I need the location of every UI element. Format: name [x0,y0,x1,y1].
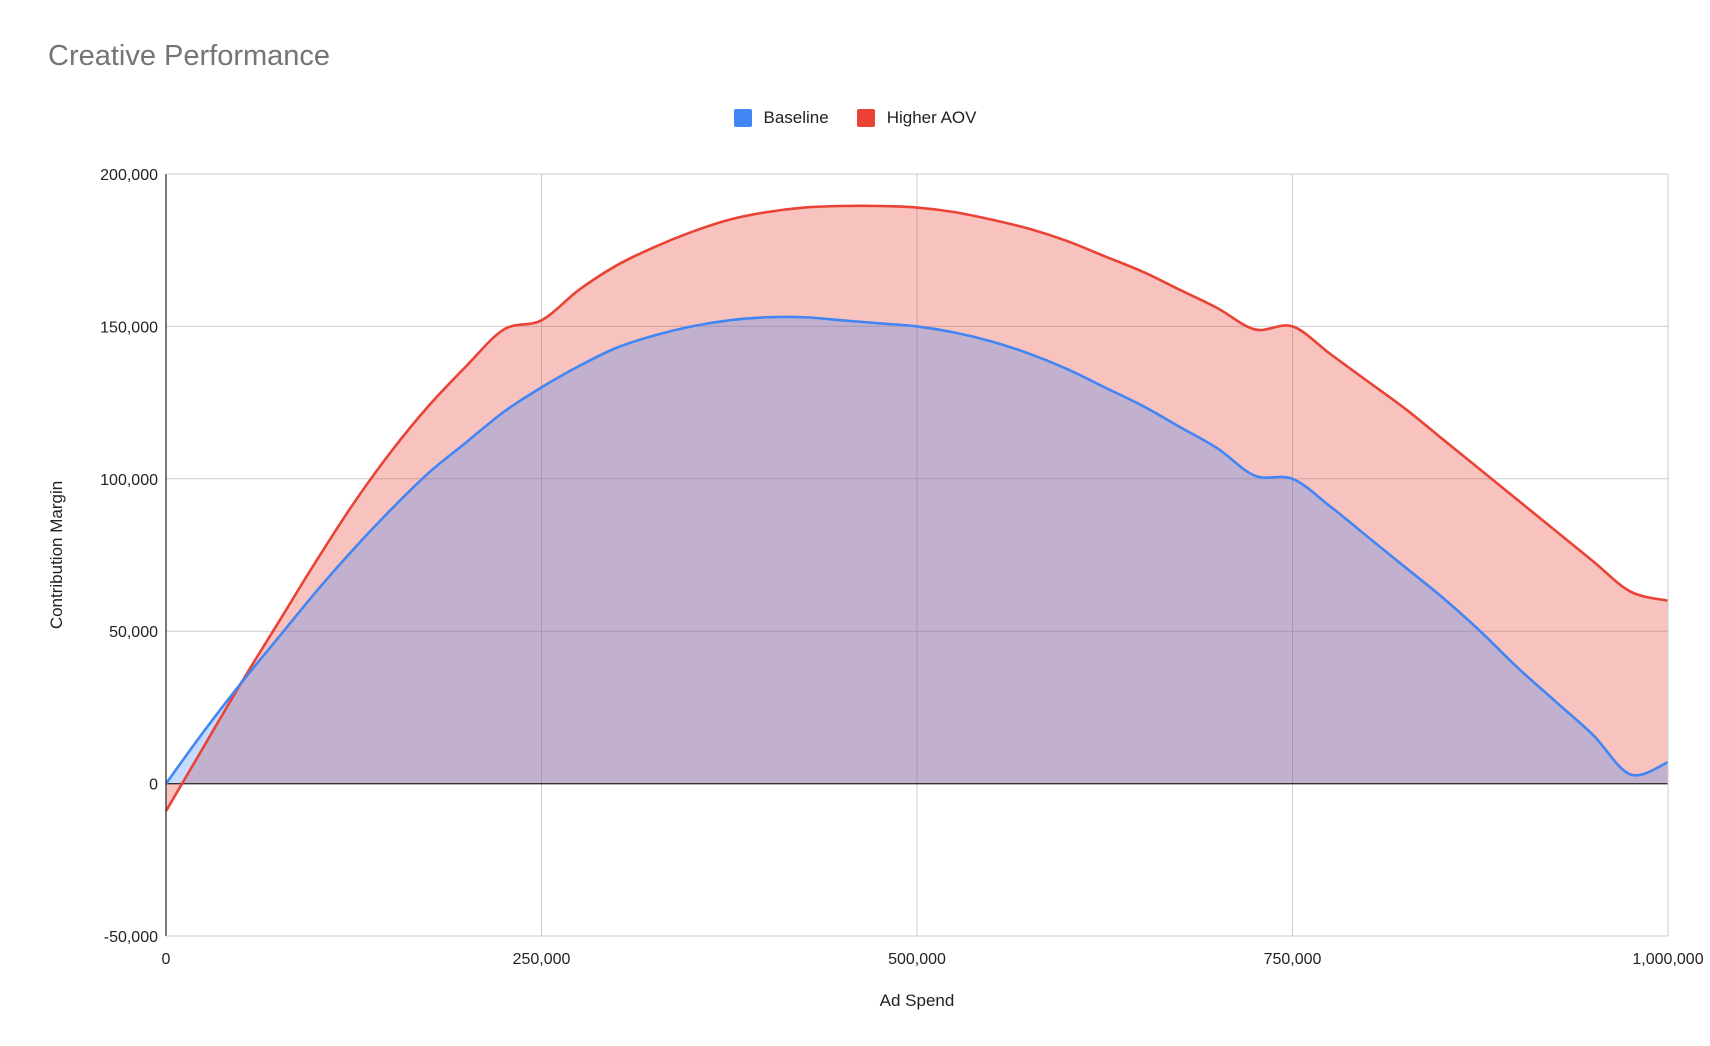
legend-item-baseline[interactable]: Baseline [733,108,829,128]
x-tick-label: 750,000 [1264,951,1322,968]
chart-title: Creative Performance [48,40,331,72]
legend-label-baseline: Baseline [763,108,829,127]
x-tick-label: 0 [162,951,171,968]
x-axis-title: Ad Spend [880,991,955,1010]
legend-label-higher-aov: Higher AOV [886,108,977,127]
y-tick-label: 150,000 [100,319,158,336]
area-fill-higher-aov [166,205,1668,812]
y-tick-label: -50,000 [104,929,158,946]
x-tick-label: 500,000 [888,951,946,968]
y-tick-label: 200,000 [100,167,158,184]
area-fill-baseline [166,316,1668,784]
series-line-higher-aov [164,204,1669,812]
x-tick-label: 250,000 [513,951,571,968]
y-tick-label: 100,000 [100,472,158,489]
legend-item-higher-aov[interactable]: Higher AOV [856,108,977,128]
y-tick-label: 0 [149,777,158,794]
y-tick-label: 50,000 [109,624,158,641]
x-tick-label: 1,000,000 [1632,951,1703,968]
legend: Baseline Higher AOV [0,108,1710,128]
series-line-baseline [164,315,1669,785]
y-axis-title: Contribution Margin [47,481,66,629]
legend-swatch-baseline [733,109,752,127]
legend-swatch-higher-aov [856,109,875,127]
